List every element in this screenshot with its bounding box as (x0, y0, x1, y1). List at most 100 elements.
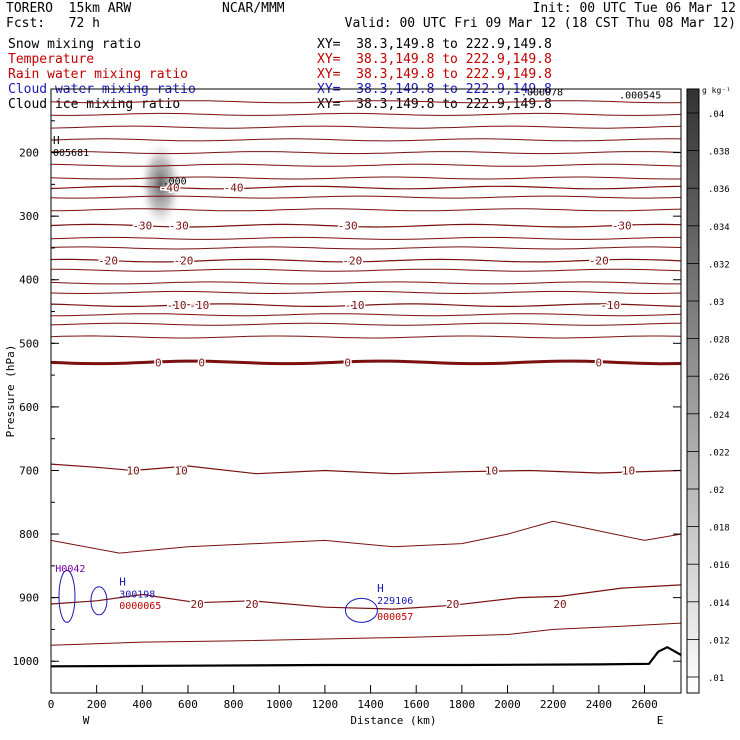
isotherm-line (50, 584, 682, 610)
contour-line (50, 236, 681, 240)
isotherm-label: -30 (132, 220, 152, 233)
isotherm-label: -20 (589, 255, 609, 268)
isotherm-label: 0 (596, 356, 603, 369)
model-name: TORERO 15km ARW (6, 1, 132, 16)
isotherm-label: -30 (169, 220, 189, 233)
field-label-cloud-water: Cloud water mixing ratio (8, 82, 196, 97)
field-label-rain: Rain water mixing ratio (8, 67, 189, 82)
extremum-value: H0042 (55, 564, 85, 575)
contour-line (50, 290, 682, 295)
cloud-water-contour (344, 597, 378, 623)
y-tick-label: 200 (19, 147, 39, 160)
forecast-hour: Fcst: 72 h (6, 16, 100, 31)
high-marker: H (119, 576, 126, 589)
x-tick-label: 1400 (357, 698, 384, 711)
contour-line (50, 622, 682, 646)
y-axis-label: Pressure (hPa) (4, 345, 17, 438)
colorbar-tick-label: .034 (708, 223, 730, 233)
colorbar-tick-label: .012 (708, 636, 730, 646)
x-tick-label: 2000 (494, 698, 521, 711)
extremum-value: .000545 (619, 91, 661, 102)
contour-line (50, 335, 682, 339)
x-end-label-west: W (83, 714, 90, 727)
isotherm-label: 10 (174, 464, 187, 477)
extremum-value: 300198 (119, 590, 155, 601)
isotherm-line (50, 359, 682, 366)
contour-line (50, 322, 682, 326)
isotherm-label: -20 (342, 255, 362, 268)
extremum-value: .000 (163, 176, 187, 187)
contour-line (50, 176, 681, 180)
x-tick-label: 800 (224, 698, 244, 711)
colorbar-tick-label: .016 (708, 561, 730, 571)
colorbar-unit: g kg⁻¹ (702, 86, 731, 95)
high-marker: H (53, 134, 60, 147)
x-end-label-east: E (657, 714, 664, 727)
colorbar (686, 88, 700, 694)
isotherm-label: -40 (224, 182, 244, 195)
x-tick-label: 1800 (449, 698, 476, 711)
contour-line (50, 138, 682, 142)
valid-time: Valid: 00 UTC Fri 09 Mar 12 (18 CST Thu … (344, 16, 736, 31)
isotherm-line (50, 463, 682, 475)
cloud-water-contour (90, 586, 108, 616)
y-tick-label: 600 (19, 401, 39, 414)
extremum-value: 0000065 (119, 601, 161, 612)
contour-line (50, 208, 682, 212)
isotherm-label: -30 (338, 220, 358, 233)
x-tick-label: 2200 (540, 698, 567, 711)
colorbar-tick-label: .04 (708, 110, 724, 120)
y-tick-label: 700 (19, 464, 39, 477)
isotherm-label: 20 (190, 598, 203, 611)
y-tick-label: 900 (19, 592, 39, 605)
contour-line (50, 246, 682, 250)
colorbar-tick-label: .028 (708, 336, 730, 346)
colorbar-tick-label: .022 (708, 448, 730, 458)
terrain-line (50, 645, 682, 668)
x-tick-label: 200 (87, 698, 107, 711)
isotherm-label: -40 (160, 182, 180, 195)
x-tick-label: 400 (132, 698, 152, 711)
isotherm-label: -20 (173, 255, 193, 268)
contour-line (50, 125, 682, 129)
contour-line (51, 268, 682, 272)
center-name: NCAR/MMM (222, 1, 285, 16)
x-tick-label: 1600 (403, 698, 430, 711)
isotherm-label: 0 (155, 356, 162, 369)
extremum-value: 229106 (377, 596, 413, 607)
y-tick-label: 300 (19, 210, 39, 223)
contour-line (50, 163, 682, 167)
colorbar-tick-label: .018 (708, 524, 730, 534)
isotherm-label: -10 (189, 299, 209, 312)
x-tick-label: 2400 (586, 698, 613, 711)
y-tick-label: 500 (19, 337, 39, 350)
isotherm-label: 20 (446, 598, 459, 611)
isotherm-label: -10 (345, 299, 365, 312)
colorbar-tick-label: .032 (708, 260, 730, 270)
isotherm-line (50, 258, 682, 263)
high-marker: H (377, 582, 384, 595)
field-xy-snow: XY= 38.3,149.8 to 222.9,149.8 (317, 37, 552, 52)
colorbar-tick-label: .02 (708, 486, 724, 496)
isotherm-label: -30 (612, 220, 632, 233)
x-tick-label: 1000 (266, 698, 293, 711)
contour-line (50, 100, 682, 104)
isotherm-label: 20 (553, 598, 566, 611)
isotherm-label: 0 (344, 356, 351, 369)
isotherm-line (50, 185, 682, 190)
contour-line (51, 313, 682, 317)
isotherm-label: 10 (622, 464, 635, 477)
x-axis-label: Distance (km) (350, 714, 436, 727)
contour-line (50, 195, 682, 199)
colorbar-tick-label: .01 (708, 674, 724, 684)
plot-frame (50, 88, 682, 694)
isotherm-label: 0 (198, 356, 205, 369)
contour-line (50, 112, 682, 116)
field-xy-rain: XY= 38.3,149.8 to 222.9,149.8 (317, 67, 552, 82)
isotherm-label: 10 (127, 464, 140, 477)
extremum-value: 000057 (377, 612, 413, 623)
field-label-temperature: Temperature (8, 52, 95, 67)
colorbar-tick-label: .038 (708, 148, 730, 158)
snow-shading (138, 139, 183, 230)
